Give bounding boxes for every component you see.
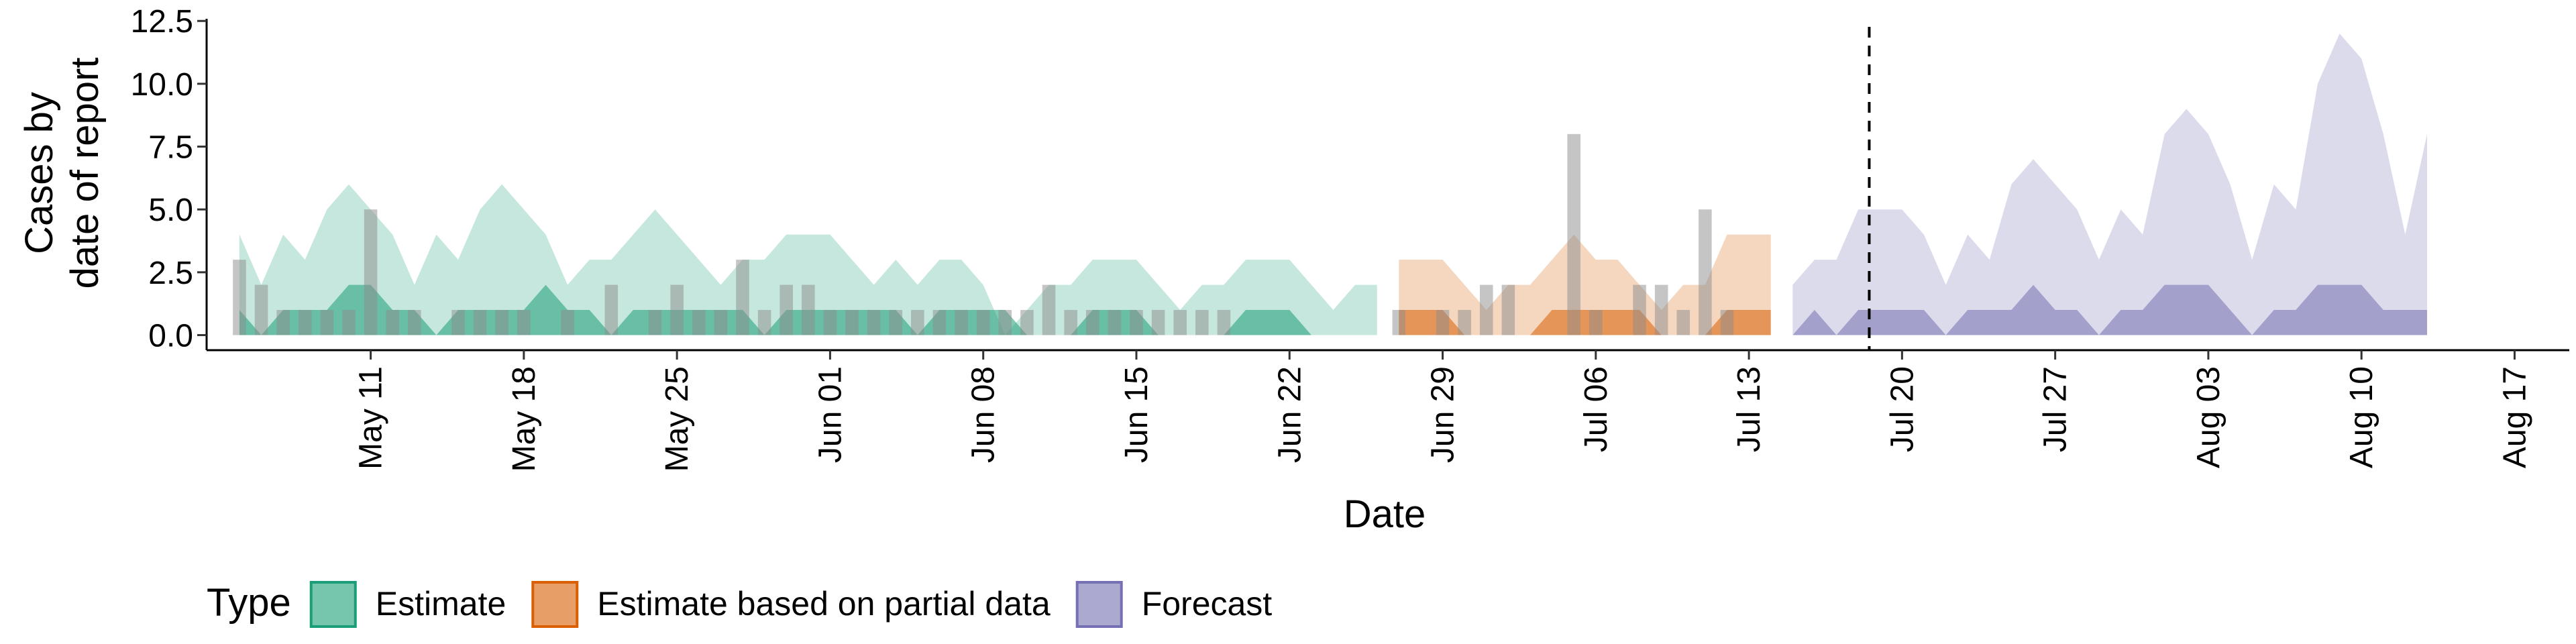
reported-case-bar bbox=[1195, 310, 1209, 335]
reported-case-bar bbox=[1479, 284, 1493, 335]
reported-case-bar bbox=[1392, 310, 1406, 335]
reported-case-bar bbox=[823, 310, 837, 335]
reported-case-bar bbox=[451, 310, 465, 335]
reported-case-bar bbox=[955, 310, 968, 335]
reported-case-bar bbox=[495, 310, 509, 335]
legend-key-estimate-based-on-partial-data bbox=[531, 581, 579, 628]
reported-case-bar bbox=[233, 260, 246, 335]
reported-case-bar bbox=[1589, 310, 1603, 335]
x-tick-label: Jun 29 bbox=[1426, 366, 1461, 463]
y-tick-label: 2.5 bbox=[148, 256, 193, 291]
y-tick-label: 7.5 bbox=[148, 130, 193, 166]
legend-label-estimate: Estimate bbox=[376, 585, 506, 623]
reported-case-bar bbox=[1654, 284, 1668, 335]
reported-case-bar bbox=[1217, 310, 1231, 335]
legend-label-forecast: Forecast bbox=[1142, 585, 1273, 623]
reported-case-bar bbox=[364, 209, 378, 335]
reported-case-bar bbox=[1676, 310, 1690, 335]
reported-case-bar bbox=[561, 310, 574, 335]
reported-case-bar bbox=[604, 284, 619, 335]
reported-case-bar bbox=[473, 310, 487, 335]
x-tick-label: Aug 10 bbox=[2344, 366, 2379, 468]
x-tick-label: Jun 15 bbox=[1119, 366, 1155, 463]
band-inner-forecast bbox=[1792, 284, 2428, 335]
reported-case-bar bbox=[1567, 133, 1580, 335]
reported-case-bar bbox=[714, 310, 728, 335]
x-tick-label: Jun 01 bbox=[812, 366, 848, 463]
reported-case-bar bbox=[780, 284, 793, 335]
y-tick-label: 12.5 bbox=[131, 4, 193, 40]
reported-case-bar bbox=[1042, 284, 1056, 335]
reported-case-bar bbox=[408, 310, 421, 335]
reported-case-bar bbox=[998, 310, 1012, 335]
y-axis-title-line-2: date of report bbox=[63, 58, 107, 289]
reported-case-bar bbox=[1020, 310, 1034, 335]
legend-key-estimate bbox=[309, 581, 357, 628]
x-tick-label: Jun 22 bbox=[1272, 366, 1307, 463]
reported-case-bar bbox=[692, 310, 706, 335]
x-tick-label: May 18 bbox=[506, 366, 542, 472]
reported-case-bar bbox=[254, 284, 268, 335]
legend-label-estimate-based-on-partial-data: Estimate based on partial data bbox=[597, 585, 1051, 623]
x-tick-label: Jul 13 bbox=[1731, 366, 1767, 452]
reported-case-bar bbox=[911, 310, 924, 335]
reported-case-bar bbox=[342, 310, 356, 335]
reported-case-bar bbox=[648, 310, 662, 335]
x-tick-label: Jul 06 bbox=[1578, 366, 1614, 452]
reported-case-bar bbox=[1064, 310, 1077, 335]
x-tick-label: Jun 08 bbox=[966, 366, 1002, 463]
y-tick-label: 10.0 bbox=[131, 67, 193, 103]
y-tick-label: 0.0 bbox=[148, 319, 193, 354]
reported-case-bar bbox=[1720, 310, 1734, 335]
reported-case-bar bbox=[1130, 310, 1143, 335]
y-tick-label: 5.0 bbox=[148, 193, 193, 228]
x-tick-label: May 11 bbox=[354, 366, 389, 470]
reported-case-bar bbox=[845, 310, 859, 335]
reported-case-bar bbox=[889, 310, 903, 335]
reported-case-bar bbox=[1436, 310, 1450, 335]
reported-case-bar bbox=[517, 310, 531, 335]
x-tick-label: Jul 27 bbox=[2038, 366, 2074, 452]
y-axis-title-line-1: Cases by bbox=[17, 92, 61, 254]
reported-case-bar bbox=[1633, 284, 1646, 335]
reported-case-bar bbox=[736, 260, 749, 335]
x-tick-label: Aug 17 bbox=[2497, 366, 2532, 468]
reported-case-bar bbox=[932, 310, 947, 335]
band-outer-estimate bbox=[239, 184, 1377, 335]
reported-case-bar bbox=[320, 310, 334, 335]
reported-case-bar bbox=[1173, 310, 1187, 335]
reported-case-bar bbox=[386, 310, 399, 335]
legend-title: Type bbox=[207, 581, 291, 625]
reported-case-bar bbox=[1699, 209, 1712, 335]
reported-case-bar bbox=[867, 310, 881, 335]
reported-case-bar bbox=[1458, 310, 1471, 335]
reported-case-bar bbox=[276, 310, 290, 335]
band-outer-forecast bbox=[1792, 33, 2428, 335]
reported-case-bar bbox=[757, 310, 771, 335]
legend-key-forecast bbox=[1075, 581, 1123, 628]
x-tick-label: May 25 bbox=[659, 366, 695, 472]
reported-case-bar bbox=[1085, 310, 1099, 335]
x-tick-label: Aug 03 bbox=[2191, 366, 2226, 468]
reported-case-bar bbox=[298, 310, 312, 335]
reported-case-bar bbox=[802, 284, 815, 335]
reported-case-bar bbox=[670, 284, 684, 335]
reported-case-bar bbox=[1501, 284, 1515, 335]
reported-case-bar bbox=[1108, 310, 1122, 335]
x-axis-title: Date bbox=[1344, 492, 1426, 536]
reported-case-bar bbox=[1151, 310, 1165, 335]
reported-case-bar bbox=[976, 310, 990, 335]
x-tick-label: Jul 20 bbox=[1884, 366, 1920, 452]
band-inner-estimate-based-on-partial-data bbox=[1399, 310, 1771, 335]
